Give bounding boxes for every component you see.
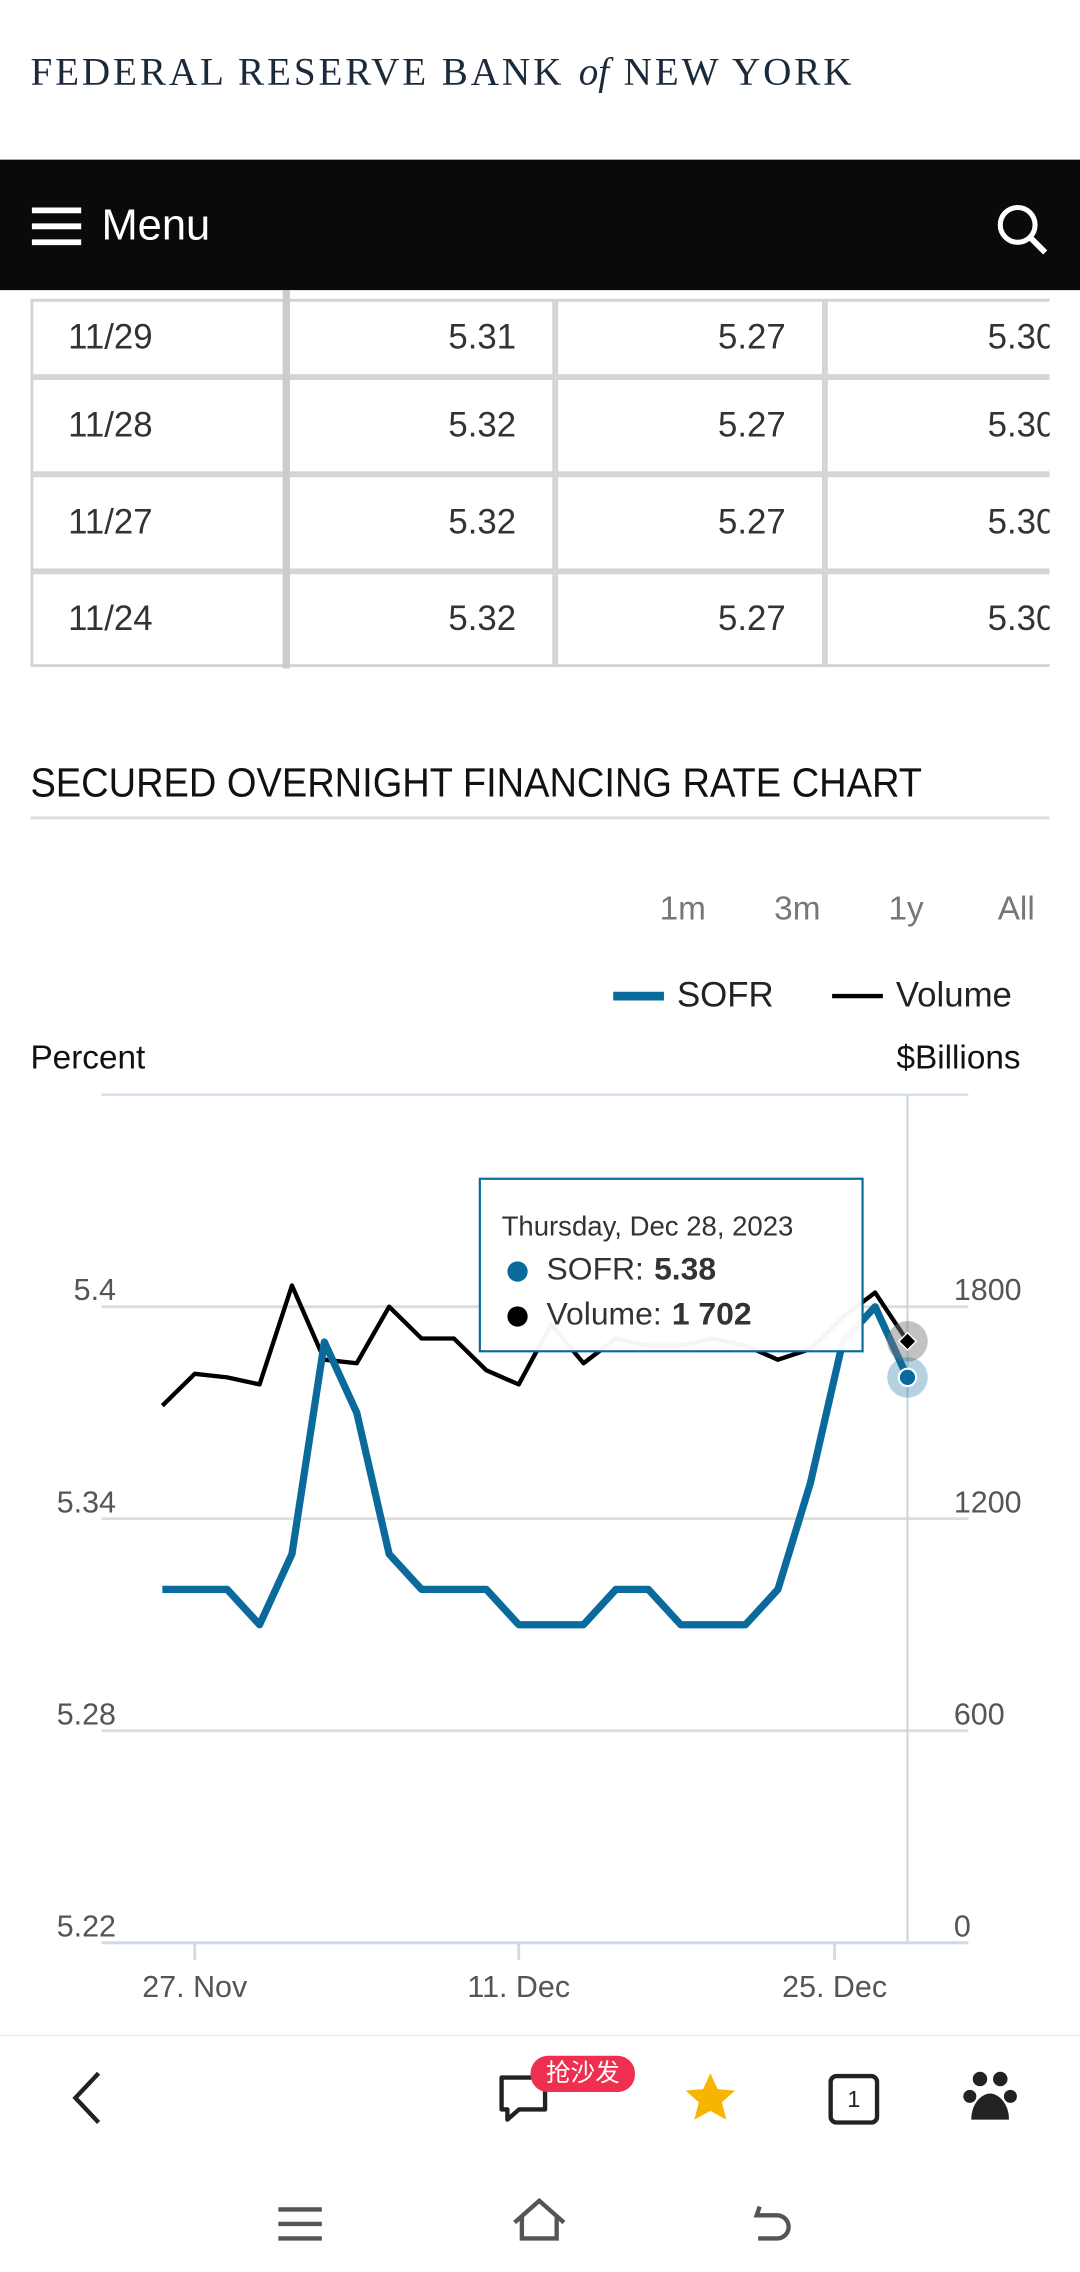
table-cell <box>555 298 825 378</box>
paw-icon[interactable] <box>963 2071 1017 2120</box>
x-tick-label: 27. Nov <box>142 1970 248 2004</box>
table-cell <box>30 474 286 572</box>
table-shadow <box>282 290 290 669</box>
table-cell <box>824 571 1050 668</box>
table-text: 5.32 <box>448 503 516 541</box>
table-text: 11/24 <box>68 600 152 638</box>
tooltip-dot <box>507 1261 528 1282</box>
table-text: 11/29 <box>68 319 152 357</box>
menu-icon <box>31 207 82 246</box>
table-text: 5.30 <box>988 503 1056 541</box>
table-cell <box>555 377 825 475</box>
y-tick-label: 5.34 <box>57 1485 116 1519</box>
nav-bar <box>0 159 1080 291</box>
table-text: 5.32 <box>448 600 516 638</box>
table-cell <box>285 571 556 668</box>
range-button[interactable]: All <box>998 890 1035 927</box>
search-icon <box>1028 235 1048 255</box>
section-title: SECURED OVERNIGHT FINANCING RATE CHART <box>30 760 922 806</box>
legend-label: SOFR <box>677 977 774 1015</box>
nav-menu[interactable] <box>278 2207 322 2241</box>
table-text: 5.31 <box>448 319 516 357</box>
search-icon <box>997 204 1038 245</box>
badge-text: 抢沙发 <box>546 2059 620 2087</box>
rate-table: 11/29 5.31 5.27 5.30 11/28 5.32 5.27 5.30 11/27 5… <box>30 290 1056 669</box>
range-button[interactable]: 1y <box>888 890 924 927</box>
tabs-count: 1 <box>847 2086 860 2112</box>
nav-back[interactable] <box>753 2205 791 2241</box>
table-text: 5.32 <box>448 406 516 444</box>
badge <box>530 2055 635 2093</box>
table-cell <box>285 298 556 378</box>
y-tick-label: 5.28 <box>57 1697 116 1731</box>
tooltip-name: Volume: <box>547 1296 662 1332</box>
y-tick-label: 5.4 <box>74 1273 116 1307</box>
y2-tick-label: 1200 <box>954 1485 1022 1519</box>
table-text: 5.27 <box>718 319 786 357</box>
tooltip-date: Thursday, Dec 28, 2023 <box>502 1210 794 1241</box>
hover-marker <box>897 1367 918 1388</box>
table-cell <box>555 474 825 572</box>
table-text: 5.27 <box>718 503 786 541</box>
table-text: 5.27 <box>718 600 786 638</box>
table-cell <box>30 377 286 475</box>
table-text: 5.30 <box>988 600 1056 638</box>
table-text: 11/28 <box>68 406 152 444</box>
star-icon[interactable] <box>685 2073 735 2120</box>
table-text: 5.27 <box>718 406 786 444</box>
title-part: NEW YORK <box>624 51 855 94</box>
table-text: 5.30 <box>988 406 1056 444</box>
series-line <box>162 1303 911 1629</box>
table-cell <box>824 474 1050 572</box>
legend-label: Volume <box>896 977 1012 1015</box>
chart: 1m 3m 1y All SOFR Volume Percent $Billions 5.22 5… <box>30 890 1034 2004</box>
range-button[interactable]: 3m <box>774 890 820 927</box>
table-cell <box>555 571 825 668</box>
table-text: 11/27 <box>68 503 152 541</box>
tooltip-name: SOFR: <box>547 1251 644 1287</box>
x-tick-label: 25. Dec <box>782 1970 887 2004</box>
table-text: 5.30 <box>988 319 1056 357</box>
comments-button[interactable]: 抢沙发 <box>499 2055 635 2122</box>
y2-axis-label: $Billions <box>896 1040 1020 1077</box>
tooltip-value: 5.38 <box>654 1251 716 1287</box>
table-cell <box>824 298 1050 378</box>
y2-tick-label: 1800 <box>954 1273 1022 1307</box>
table-cell <box>824 377 1050 475</box>
title-part: of <box>579 51 615 94</box>
back-icon[interactable] <box>72 2071 101 2124</box>
title-part: FEDERAL RESERVE BANK <box>30 51 564 94</box>
x-tick-label: 11. Dec <box>467 1970 570 2004</box>
menu-button[interactable]: Menu <box>31 201 210 249</box>
hover-marker <box>897 1331 918 1352</box>
table-cell <box>30 298 286 378</box>
tooltip-value: 1 702 <box>672 1296 752 1332</box>
series-line <box>160 1283 910 1408</box>
y2-tick-label: 0 <box>954 1909 971 1943</box>
menu-label: Menu <box>101 201 210 249</box>
site-title: FEDERAL RESERVE BANK of NEW YORK <box>30 51 854 94</box>
tooltip-box <box>478 1177 864 1353</box>
nav-home[interactable] <box>513 2197 566 2241</box>
table-cell <box>285 377 556 475</box>
tooltip-line: Volume: 1 702 <box>547 1296 752 1332</box>
range-button[interactable]: 1m <box>660 890 706 927</box>
tooltip-dot <box>507 1306 528 1327</box>
tabs-icon <box>828 2073 880 2125</box>
tabs-button[interactable]: 1 <box>828 2073 880 2125</box>
tooltip-line: SOFR: 5.38 <box>547 1251 717 1287</box>
y-tick-label: 5.22 <box>57 1909 116 1943</box>
y-axis-label: Percent <box>30 1040 146 1077</box>
table-cell <box>285 474 556 572</box>
search-button[interactable] <box>997 204 1048 255</box>
y2-tick-label: 600 <box>954 1697 1005 1731</box>
